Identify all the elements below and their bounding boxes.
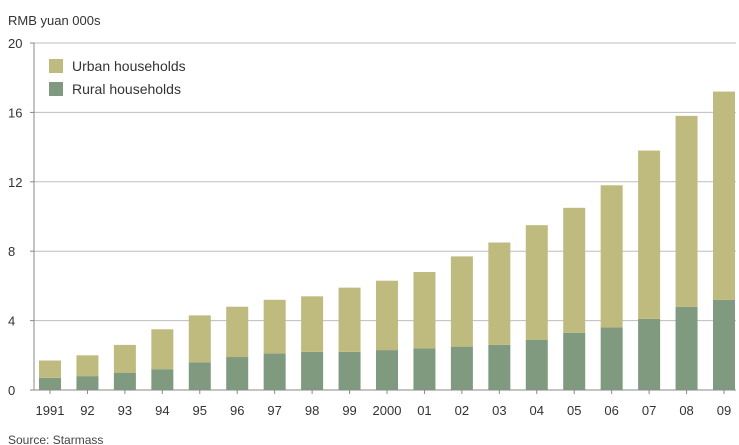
bar-urban: [563, 207, 586, 333]
bar-rural: [226, 357, 249, 390]
bar-rural: [525, 339, 548, 390]
bar-rural: [188, 362, 211, 390]
x-tick-label: 09: [717, 403, 731, 418]
x-tick-label: 2000: [373, 403, 402, 418]
x-tick-label: 97: [267, 403, 281, 418]
x-tick-label: 1991: [36, 403, 65, 418]
bar-rural: [39, 377, 61, 390]
y-tick-label: 4: [8, 314, 15, 329]
bar-urban: [713, 91, 735, 300]
bar-rural: [301, 351, 324, 390]
bar-urban: [188, 315, 211, 363]
legend: Urban households Rural households: [49, 58, 186, 97]
bar-urban: [39, 360, 61, 378]
bar-urban: [525, 225, 548, 340]
bar-urban: [413, 272, 436, 349]
bar-rural: [338, 351, 361, 390]
x-tick-label: 94: [155, 403, 169, 418]
x-tick-label: 96: [230, 403, 244, 418]
y-tick-label: 0: [8, 383, 15, 398]
bar-urban: [113, 344, 136, 373]
legend-label-urban: Urban households: [72, 58, 186, 74]
x-tick-label: 08: [679, 403, 693, 418]
x-tick-label: 04: [530, 403, 544, 418]
x-tick-label: 03: [492, 403, 506, 418]
y-tick-label: 20: [8, 36, 22, 51]
bar-rural: [376, 350, 398, 390]
bar-rural: [113, 372, 136, 390]
bar-urban: [600, 185, 623, 328]
bar-urban: [301, 296, 324, 352]
bar-rural: [450, 346, 473, 390]
y-axis-unit-label: RMB yuan 000s: [8, 13, 101, 28]
bar-rural: [76, 376, 99, 390]
bar-urban: [151, 329, 174, 370]
bars: [39, 91, 735, 390]
bar-rural: [713, 299, 735, 390]
x-tick-label: 93: [118, 403, 132, 418]
x-tick-label: 95: [193, 403, 207, 418]
bar-rural: [413, 348, 436, 390]
bar-urban: [263, 299, 286, 354]
x-tick-label: 07: [642, 403, 656, 418]
y-tick-label: 16: [8, 105, 22, 120]
legend-label-rural: Rural households: [72, 81, 181, 97]
bar-rural: [563, 332, 586, 390]
bar-urban: [675, 115, 698, 307]
legend-swatch-urban: [49, 59, 63, 73]
x-tick-label: 98: [305, 403, 319, 418]
bar-urban: [76, 355, 99, 377]
bar-rural: [600, 327, 623, 390]
x-tick-label: 01: [417, 403, 431, 418]
bar-rural: [263, 353, 286, 390]
x-tick-label: 02: [455, 403, 469, 418]
y-tick-label: 12: [8, 175, 22, 190]
bar-urban: [638, 150, 661, 319]
source-note: Source: Starmass: [8, 433, 103, 445]
bar-urban: [338, 287, 361, 352]
bar-rural: [488, 344, 511, 390]
x-tick-label: 99: [342, 403, 356, 418]
bar-urban: [450, 256, 473, 347]
bar-rural: [638, 318, 661, 390]
x-tick-label: 06: [604, 403, 618, 418]
x-tick-label: 05: [567, 403, 581, 418]
bar-rural: [151, 369, 174, 390]
y-tick-label: 8: [8, 244, 15, 259]
x-tick-label: 92: [80, 403, 94, 418]
bar-rural: [675, 306, 698, 390]
bar-urban: [226, 306, 249, 358]
legend-swatch-rural: [49, 82, 63, 96]
bar-urban: [488, 242, 511, 345]
bar-urban: [376, 280, 398, 351]
